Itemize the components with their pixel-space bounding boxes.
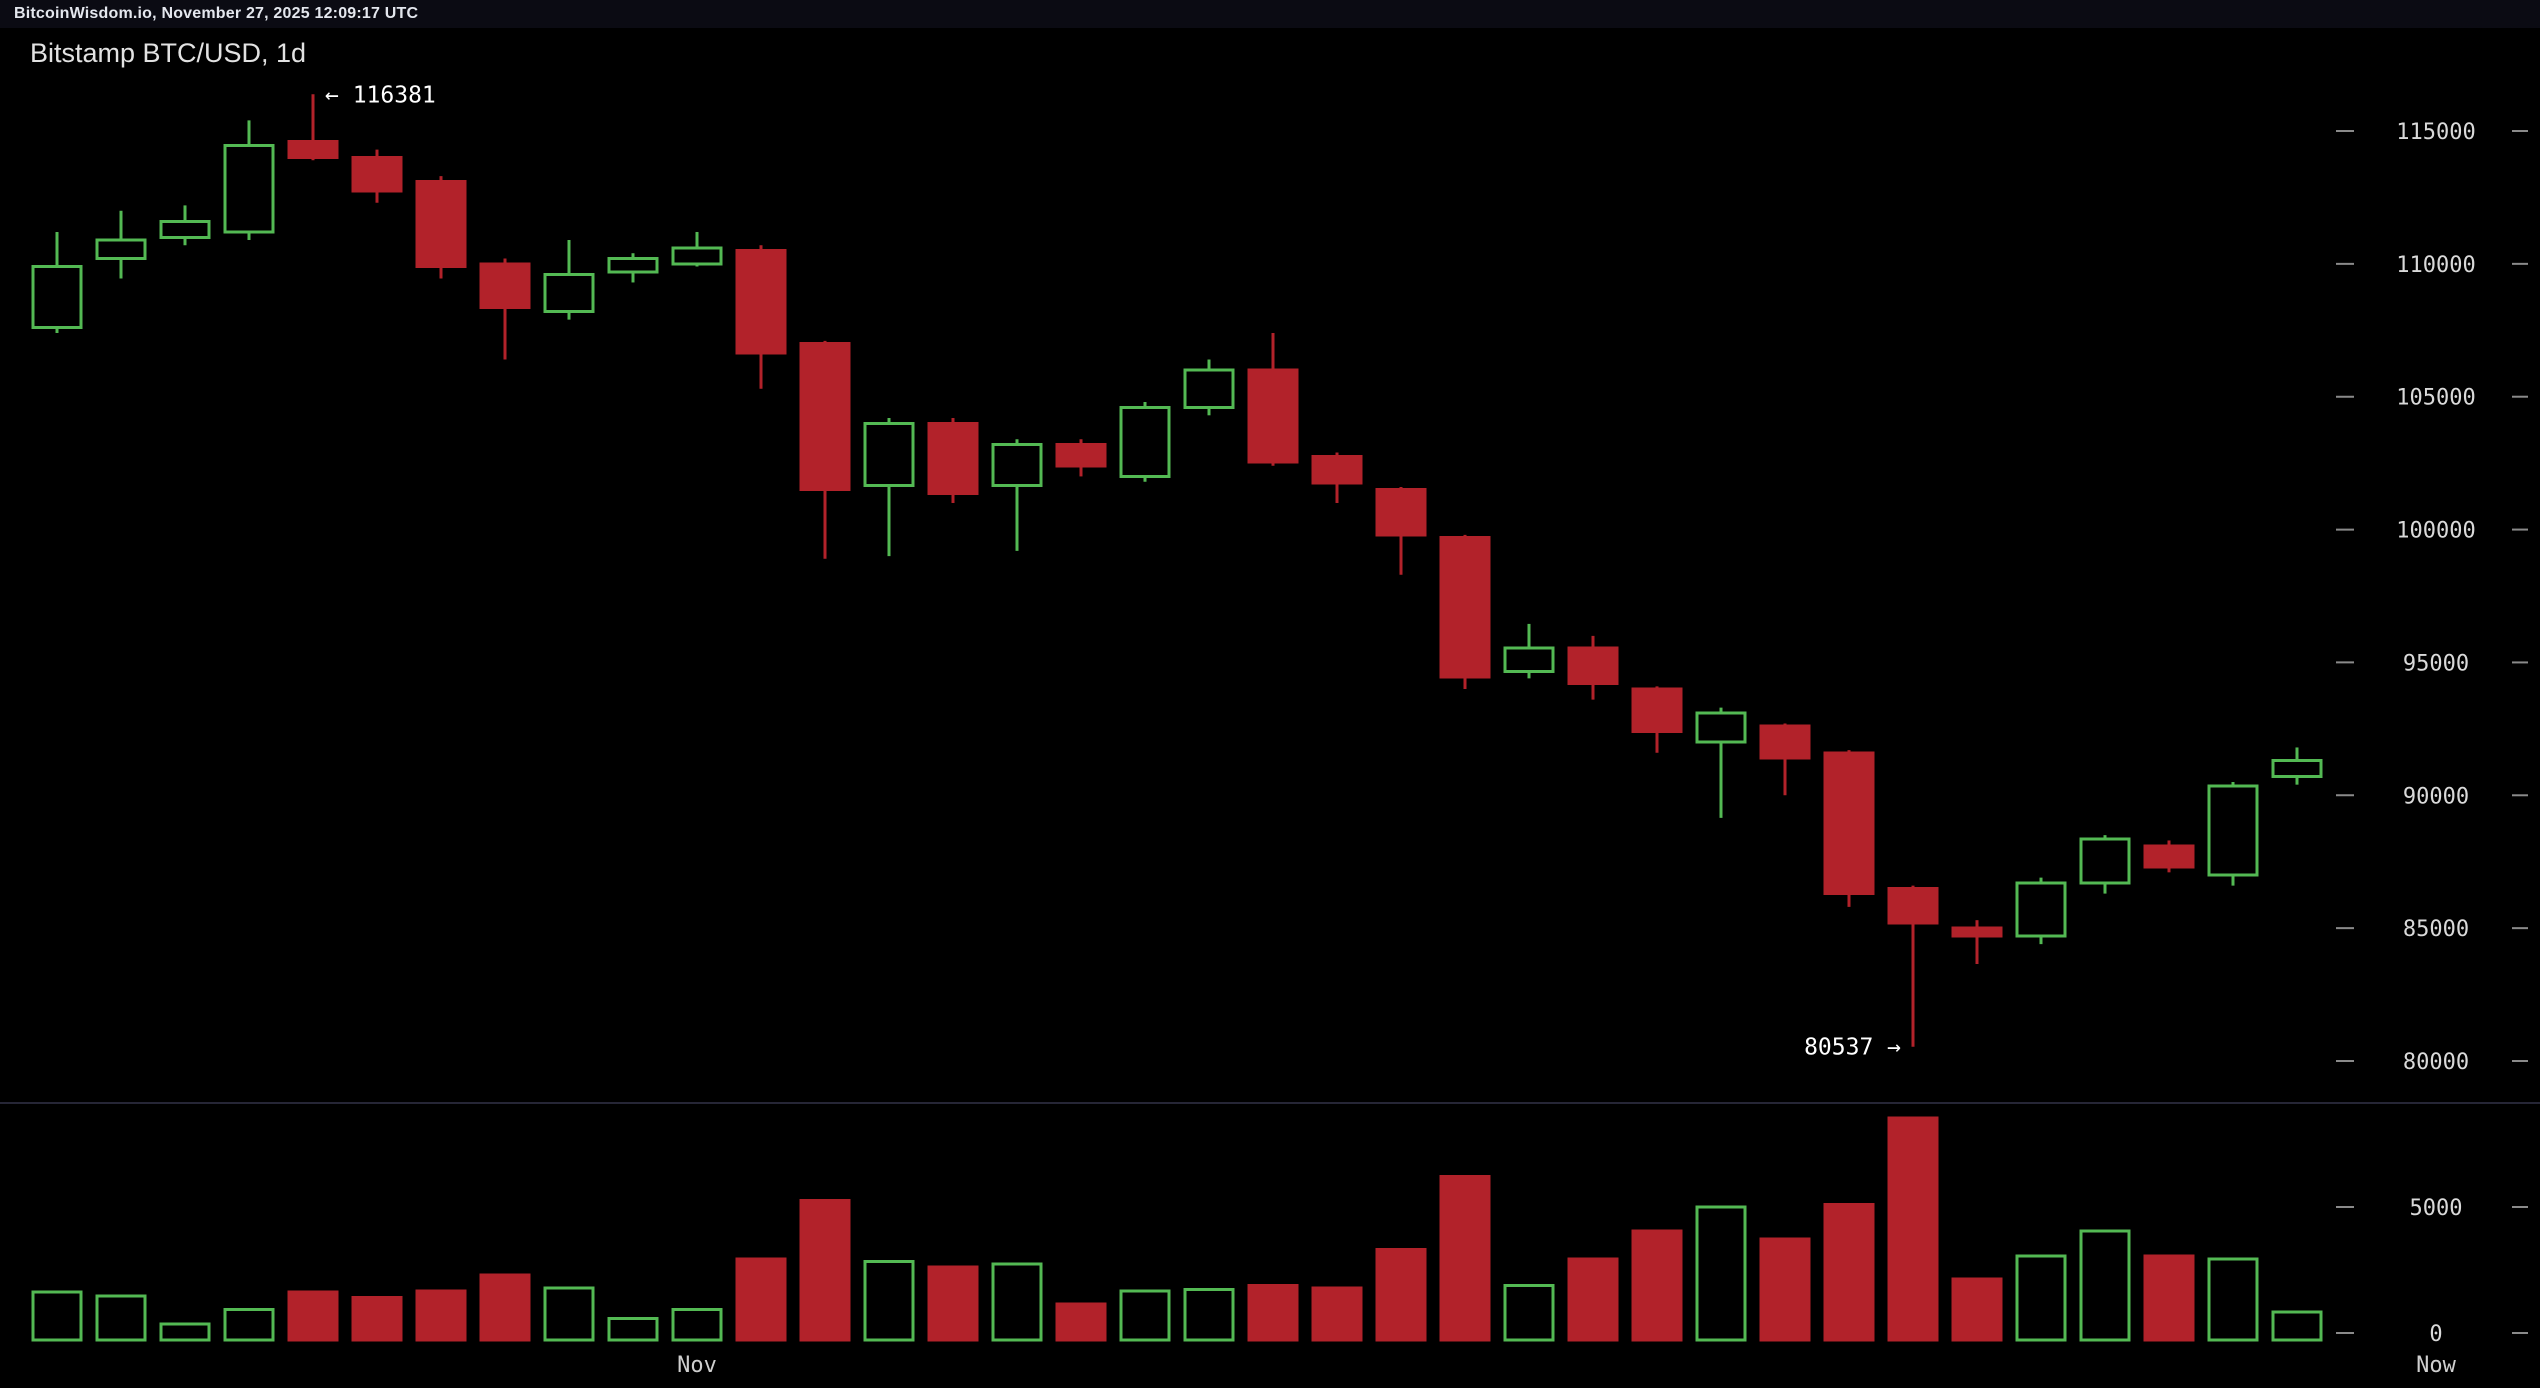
volume-bar bbox=[671, 1307, 723, 1342]
candle-body bbox=[735, 249, 787, 355]
candle-body bbox=[1183, 368, 1235, 409]
volume-bar bbox=[1055, 1302, 1107, 1342]
volume-bar bbox=[1887, 1116, 1939, 1342]
volume-tick-label: 0 bbox=[2429, 1322, 2442, 1347]
price-tick-label: 85000 bbox=[2403, 917, 2469, 942]
candle-body bbox=[2271, 759, 2323, 779]
volume-bar bbox=[1503, 1283, 1555, 1342]
price-tick-label: 115000 bbox=[2396, 120, 2475, 145]
candle-body bbox=[223, 144, 275, 234]
price-tick-label: 110000 bbox=[2396, 253, 2475, 278]
x-axis-label: Now bbox=[2416, 1353, 2456, 1378]
candle-body bbox=[479, 262, 531, 310]
candle-body bbox=[863, 421, 915, 488]
volume-bar bbox=[543, 1286, 595, 1342]
volume-bar bbox=[159, 1322, 211, 1342]
high-price-annotation: ← 116381 bbox=[325, 82, 436, 108]
candle-body bbox=[95, 238, 147, 261]
volume-bar bbox=[1375, 1248, 1427, 1342]
candle-body bbox=[2079, 837, 2131, 885]
candle-body bbox=[1695, 711, 1747, 744]
candle-body bbox=[1247, 368, 1299, 464]
candle-body bbox=[1567, 646, 1619, 686]
volume-bar bbox=[223, 1307, 275, 1342]
candle-body bbox=[2207, 784, 2259, 877]
candle-body bbox=[927, 421, 979, 496]
volume-bar bbox=[607, 1317, 659, 1342]
price-tick-label: 90000 bbox=[2403, 784, 2469, 809]
volume-bar bbox=[1631, 1229, 1683, 1342]
volume-bar bbox=[31, 1290, 83, 1342]
candle-body bbox=[1311, 455, 1363, 485]
volume-bar bbox=[927, 1265, 979, 1342]
chart-title: Bitstamp BTC/USD, 1d bbox=[30, 38, 307, 68]
volume-bar bbox=[1247, 1283, 1299, 1342]
candle-body bbox=[1951, 926, 2003, 938]
topbar-status-text: BitcoinWisdom.io, November 27, 2025 12:0… bbox=[14, 5, 419, 22]
volume-bar bbox=[1759, 1237, 1811, 1342]
price-tick-label: 95000 bbox=[2403, 651, 2469, 676]
candle-body bbox=[2143, 844, 2195, 869]
volume-bar bbox=[1951, 1277, 2003, 1342]
volume-bar bbox=[2015, 1254, 2067, 1342]
candle-body bbox=[1439, 536, 1491, 679]
candle-body bbox=[1823, 751, 1875, 896]
price-tick-label: 105000 bbox=[2396, 386, 2475, 411]
volume-bar bbox=[1439, 1174, 1491, 1342]
candle-body bbox=[1055, 443, 1107, 468]
candle-body bbox=[671, 246, 723, 266]
candle-body bbox=[415, 179, 467, 269]
volume-bar bbox=[1695, 1205, 1747, 1342]
candle-body bbox=[607, 257, 659, 274]
volume-bar bbox=[415, 1289, 467, 1342]
volume-bar bbox=[2143, 1254, 2195, 1342]
candle-body bbox=[287, 140, 339, 160]
volume-bar bbox=[2271, 1310, 2323, 1342]
volume-bar bbox=[287, 1290, 339, 1342]
price-tick-label: 80000 bbox=[2403, 1050, 2469, 1075]
candle-body bbox=[1759, 724, 1811, 760]
candle-body bbox=[159, 219, 211, 239]
candle-body bbox=[351, 156, 403, 193]
volume-bar bbox=[1119, 1289, 1171, 1342]
volume-bar bbox=[1311, 1286, 1363, 1342]
candle-body bbox=[1119, 405, 1171, 478]
volume-bar bbox=[799, 1198, 851, 1342]
candle-body bbox=[991, 443, 1043, 488]
candle-body bbox=[543, 272, 595, 314]
candle-body bbox=[1631, 687, 1683, 734]
volume-bar bbox=[991, 1262, 1043, 1342]
candle-body bbox=[1375, 488, 1427, 537]
volume-bar bbox=[863, 1260, 915, 1342]
candle-body bbox=[1503, 646, 1555, 674]
volume-bar bbox=[2207, 1257, 2259, 1342]
volume-bar bbox=[1183, 1287, 1235, 1342]
volume-bar bbox=[95, 1294, 147, 1342]
volume-tick-label: 5000 bbox=[2410, 1196, 2463, 1221]
candle-body bbox=[1887, 886, 1939, 925]
candle-body bbox=[2015, 881, 2067, 938]
candle-body bbox=[799, 342, 851, 492]
x-axis-label: Nov bbox=[677, 1353, 717, 1378]
volume-bar bbox=[351, 1295, 403, 1342]
volume-bar bbox=[2079, 1229, 2131, 1342]
volume-bar bbox=[735, 1257, 787, 1342]
price-tick-label: 100000 bbox=[2396, 519, 2475, 544]
volume-bar bbox=[1567, 1257, 1619, 1342]
low-price-annotation: 80537 → bbox=[1804, 1035, 1901, 1061]
candle-body bbox=[31, 265, 83, 330]
topbar: BitcoinWisdom.io, November 27, 2025 12:0… bbox=[0, 0, 2540, 28]
volume-bar bbox=[479, 1273, 531, 1342]
volume-bar bbox=[1823, 1202, 1875, 1342]
